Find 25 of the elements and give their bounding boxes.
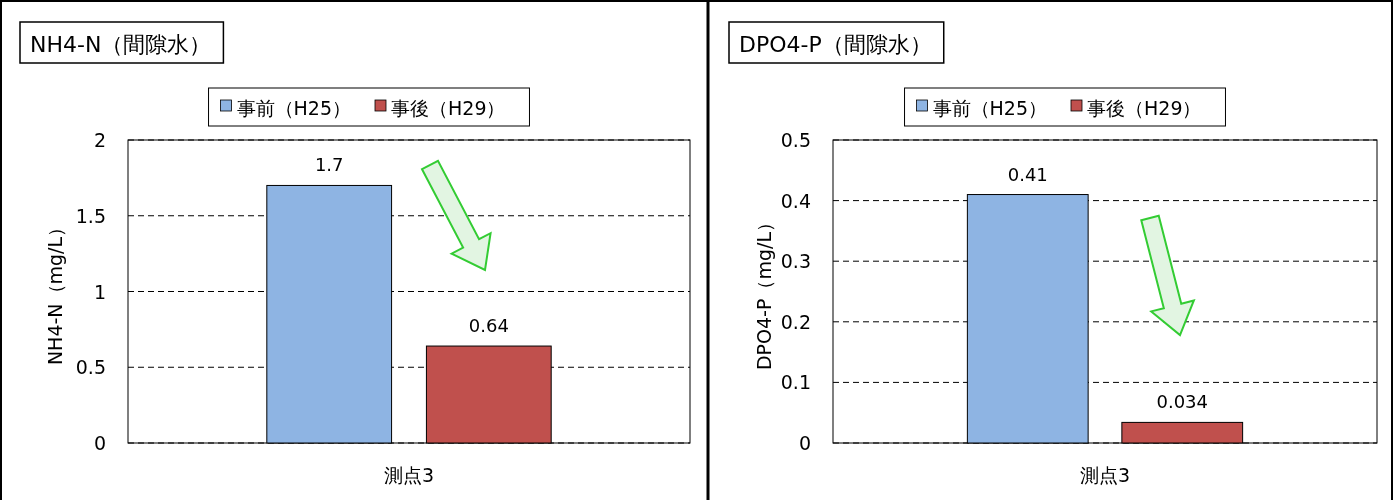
data-label: 0.034	[1156, 391, 1209, 413]
chart-title: DPO4-P（間隙水）	[739, 32, 932, 57]
y-axis-title: DPO4-P（mg/L）	[753, 212, 775, 371]
legend-label: 事前（H25）	[236, 97, 351, 119]
data-label: 0.64	[468, 315, 509, 337]
y-tick-label: 0.5	[75, 356, 106, 379]
legend-label: 事前（H25）	[932, 97, 1047, 119]
y-tick-label: 0.3	[780, 250, 811, 273]
chart-title: NH4-N（間隙水）	[30, 32, 212, 57]
legend-label: 事後（H29）	[391, 97, 506, 119]
y-tick-label: 1	[93, 280, 106, 303]
y-tick-label: 0.2	[780, 310, 811, 333]
y-tick-label: 2	[93, 129, 106, 151]
x-tick-label: 測点3	[1079, 464, 1131, 486]
y-tick-label: 0	[93, 432, 106, 454]
data-label: 0.41	[1007, 163, 1048, 185]
x-tick-label: 測点3	[383, 464, 435, 486]
y-tick-label: 1.5	[75, 204, 106, 227]
y-tick-label: 0	[798, 432, 811, 454]
data-label: 1.7	[314, 154, 344, 176]
y-axis-title: NH4-N（mg/L）	[44, 217, 66, 366]
y-tick-label: 0.1	[780, 371, 811, 394]
y-tick-label: 0.4	[780, 189, 811, 212]
legend-label: 事後（H29）	[1087, 97, 1202, 119]
y-tick-label: 0.5	[780, 129, 811, 151]
